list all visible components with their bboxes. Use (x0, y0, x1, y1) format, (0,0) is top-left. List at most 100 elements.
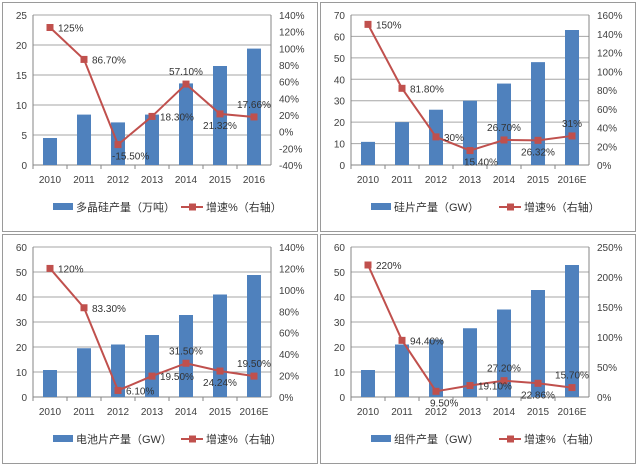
bar (361, 141, 375, 165)
bar (247, 275, 261, 397)
growth-data-label: 19.50% (160, 372, 194, 383)
legend-line-marker (507, 203, 514, 211)
growth-marker (500, 377, 508, 385)
growth-data-label: 220% (376, 261, 402, 272)
bar (43, 370, 57, 397)
growth-marker (534, 379, 542, 387)
right-axis-tick-label: 80% (279, 307, 299, 318)
right-axis-tick-label: 120% (279, 264, 305, 275)
growth-data-label: 26.70% (487, 123, 521, 134)
legend-line-marker (189, 435, 196, 443)
growth-marker (432, 387, 440, 395)
right-axis-tick-label: 0% (597, 393, 612, 404)
bar (463, 328, 477, 397)
growth-data-label: 22.86% (521, 390, 555, 401)
right-axis-tick-label: 100% (597, 333, 623, 344)
growth-marker (568, 384, 576, 392)
x-axis-tick-label: 2012 (107, 175, 130, 186)
x-axis-tick-label: 2014 (175, 175, 198, 186)
bar (179, 315, 193, 397)
x-axis-tick-label: 2014 (493, 407, 516, 418)
growth-data-label: 18.30% (160, 112, 194, 123)
left-axis-tick-label: 0 (21, 161, 27, 172)
x-axis-tick-label: 2011 (73, 175, 95, 186)
growth-marker (500, 136, 508, 144)
left-axis-tick-label: 50 (16, 268, 28, 279)
bar (43, 138, 57, 165)
chart-panel-module: 0 10 20 30 40 50 60 0% 50% 100% 150% 200% 250% 2010 20… (320, 234, 636, 464)
growth-data-label: 150% (376, 20, 402, 31)
left-axis-tick-label: 50 (334, 54, 346, 65)
right-axis-tick-label: 200% (597, 273, 623, 284)
growth-marker (216, 110, 224, 118)
growth-marker (466, 382, 474, 390)
right-axis-tick-label: 140% (279, 11, 305, 22)
right-axis-tick-label: 40% (279, 350, 299, 361)
bar (179, 83, 193, 165)
left-axis-tick-label: 50 (334, 268, 346, 279)
right-axis-tick-label: 60% (279, 329, 299, 340)
legend-line-label: 增速%（右轴） (524, 200, 600, 214)
right-axis-tick-label: -20% (279, 144, 302, 155)
x-axis-tick-label: 2013 (459, 407, 482, 418)
right-axis-tick-label: 150% (597, 303, 623, 314)
right-axis-tick-label: 160% (597, 11, 623, 22)
right-axis-tick-label: 100% (597, 67, 623, 78)
growth-marker (46, 24, 54, 31)
x-axis-tick-label: 2012 (425, 175, 448, 186)
chart-svg: 0 10 20 30 40 50 60 0% 50% 100% 150% 200% 250% 2010 20… (334, 243, 623, 446)
growth-data-label: 17.66% (237, 100, 271, 111)
chart-panel-cell: 0 10 20 30 40 50 60 0% 20% 40% 60% 80% 100% 120% 140% 2… (2, 234, 318, 464)
growth-data-label: -15.50% (112, 152, 149, 163)
bar (395, 344, 409, 397)
bar (565, 30, 579, 165)
growth-marker (364, 261, 372, 269)
x-axis-tick-label: 2015 (527, 175, 550, 186)
bar (145, 335, 159, 397)
chart-svg: 0 5 10 15 20 25 -40% -20% 0% 20% 40% 60% 80% 100% 120%… (16, 11, 305, 214)
growth-data-label: 94.40% (410, 336, 444, 347)
growth-data-label: 6.10% (126, 386, 154, 397)
growth-data-label: 30% (444, 133, 464, 144)
growth-marker (398, 84, 406, 92)
right-axis-tick-label: 80% (279, 61, 299, 72)
bar (531, 290, 545, 397)
right-axis-tick-label: 80% (597, 86, 617, 97)
legend-line-label: 增速%（右轴） (206, 200, 282, 214)
growth-marker (182, 80, 190, 88)
x-axis-tick-label: 2010 (39, 407, 62, 418)
growth-data-label: 21.32% (203, 121, 237, 132)
growth-data-label: 15.70% (555, 371, 589, 382)
growth-marker (80, 55, 88, 63)
left-axis-tick-label: 20 (334, 343, 346, 354)
x-axis-tick-label: 2016E (558, 175, 587, 186)
growth-data-label: 81.80% (410, 84, 444, 95)
x-axis-tick-label: 2011 (391, 407, 413, 418)
growth-marker (534, 136, 542, 144)
left-axis-tick-label: 40 (334, 75, 346, 86)
right-axis-tick-label: 60% (279, 78, 299, 89)
left-axis-tick-label: 5 (21, 131, 27, 142)
x-axis-tick-label: 2016E (240, 407, 269, 418)
right-axis-tick-label: 120% (279, 28, 305, 39)
right-axis-tick-label: 140% (279, 243, 305, 254)
bar (497, 83, 511, 165)
right-axis-tick-label: 120% (597, 49, 623, 60)
legend-bar-label: 多晶硅产量（万吨） (76, 200, 175, 214)
right-axis-tick-label: 40% (279, 94, 299, 105)
x-axis-tick-label: 2010 (357, 407, 380, 418)
x-axis-tick-label: 2011 (73, 407, 95, 418)
x-axis-tick-label: 2013 (141, 407, 164, 418)
growth-data-label: 9.50% (430, 398, 458, 409)
growth-data-label: 19.50% (237, 359, 271, 370)
left-axis-tick-label: 0 (339, 393, 345, 404)
legend-line-marker (189, 203, 196, 211)
right-axis-tick-label: 20% (279, 111, 299, 122)
right-axis-tick-label: 40% (597, 124, 617, 135)
right-axis-tick-label: 20% (597, 142, 617, 153)
growth-data-label: 24.24% (203, 378, 237, 389)
growth-marker (250, 372, 258, 380)
growth-data-label: 19.10% (478, 382, 512, 393)
bar (395, 122, 409, 165)
right-axis-tick-label: 100% (279, 44, 305, 55)
